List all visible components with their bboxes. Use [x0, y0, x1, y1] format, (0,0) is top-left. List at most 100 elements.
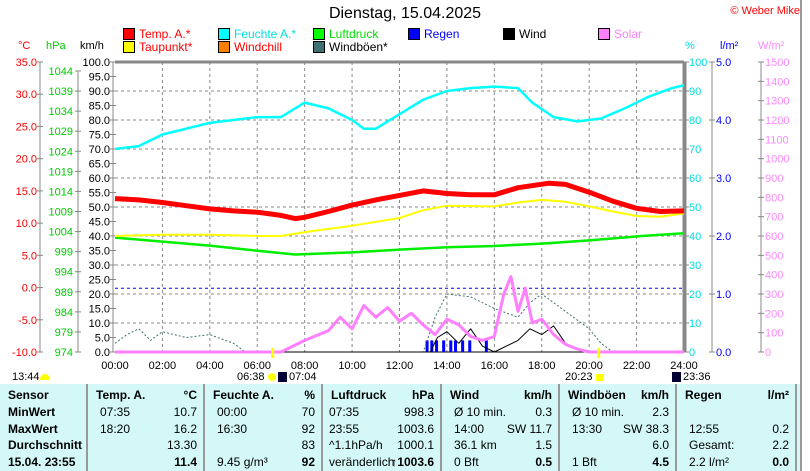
solar-tick-label: 300 — [765, 289, 783, 301]
pressure-tick-label: 1009 — [49, 207, 73, 219]
solar-tick-label: 400 — [765, 270, 783, 282]
rain-bar — [430, 340, 434, 352]
temp-tick-label: 35.0 — [16, 57, 37, 69]
solar-tick-label: 1500 — [765, 57, 789, 69]
rain-tick-label: 4.0 — [716, 115, 731, 127]
rain-bar — [484, 340, 488, 352]
series-feuchte-a- — [114, 83, 685, 151]
legend-label: Windböen* — [329, 40, 388, 54]
legend-item: Temp. A.* — [123, 27, 190, 41]
cell-label: 16:30 — [217, 421, 248, 436]
panel-divider — [800, 0, 810, 471]
moonset-time: 13:44 — [12, 371, 40, 383]
wind-tick-label: 50.0 — [89, 202, 110, 214]
solar-tick-label: 700 — [765, 212, 783, 224]
solar-tick-label: 900 — [765, 173, 783, 185]
cell-value: 92 — [301, 454, 315, 469]
rain-bar — [454, 340, 458, 352]
cell-label: 9.45 g/m³ — [217, 454, 268, 469]
table-column: Luftdruck hPa 07:35 998.3 23:55 1003.6 ^1.1hPa… — [323, 384, 442, 471]
wind-tick-label: 25.0 — [89, 275, 110, 287]
table-column: Feuchte A.% 00:00 70 16:30 92 83 9.45 g/m³ 92 — [205, 384, 323, 471]
column-unit: hPa — [411, 388, 434, 402]
legend-swatch — [123, 28, 135, 40]
temp-tick-label: 0.0 — [22, 283, 37, 295]
wind-tick-label: 0.0 — [95, 347, 110, 359]
wind-tick-label: 40.0 — [89, 231, 110, 243]
cell-value: 6.0 — [652, 438, 669, 452]
pressure-tick-label: 979 — [55, 327, 73, 339]
temp-tick-label: -10.0 — [12, 347, 37, 359]
x-tick-label: 12:00 — [386, 360, 414, 372]
humidity-tick-label: 30 — [689, 260, 701, 272]
chart-svg: 00:00 02:00 04:00 06:00 08:00 10:00 12:00 14:00… — [12, 57, 790, 372]
cell-label: 1 Bft — [572, 454, 597, 469]
legend-label: Regen — [424, 27, 460, 41]
column-unit: °C — [183, 388, 197, 402]
dawn-time: 07:04 — [289, 371, 317, 383]
legend-swatch — [313, 28, 325, 40]
humidity-tick-label: 10 — [689, 318, 701, 330]
wind-tick-label: 35.0 — [89, 246, 110, 258]
moon-event-time: 23:36 — [683, 371, 711, 383]
legend-item: Wind — [503, 27, 546, 41]
legend-label: Feuchte A.* — [234, 27, 297, 41]
legend-swatch — [408, 28, 420, 40]
table-column: Windböen km/h Ø 10 min. 2.3 13:30 SW 38.3 6.0 1… — [560, 384, 677, 471]
temp-tick-label: 20.0 — [16, 154, 37, 166]
cell-label: 18:20 — [100, 421, 131, 436]
legend-swatch — [598, 28, 610, 40]
cell-label: 14:00 — [454, 421, 485, 436]
moon-phase-icon — [672, 372, 681, 382]
rain-bar — [435, 340, 439, 352]
cell-value: 92 — [301, 421, 315, 436]
column-header: Feuchte A. — [213, 388, 274, 402]
cell-value: 0.0 — [772, 454, 789, 469]
column-header: Regen — [685, 388, 722, 402]
rain-tick-label: 2.0 — [716, 231, 731, 243]
pressure-tick-label: 1024 — [49, 146, 73, 158]
solar-tick-label: 200 — [765, 308, 783, 320]
sunrise-marker — [271, 348, 275, 358]
cell-value: 0.5 — [535, 454, 552, 469]
column-header: Luftdruck — [331, 388, 387, 402]
humidity-tick-label: 40 — [689, 231, 701, 243]
legend-swatch — [503, 28, 515, 40]
x-tick-label: 16:00 — [481, 360, 509, 372]
legend-item: Solar — [598, 27, 642, 41]
pressure-tick-label: 989 — [55, 287, 73, 299]
legend-label: Taupunkt* — [139, 40, 193, 54]
pressure-tick-label: 984 — [55, 307, 73, 319]
cell-label: 0 Bft — [454, 454, 479, 469]
x-tick-label: 18:00 — [528, 360, 556, 372]
temp-tick-label: 5.0 — [22, 250, 37, 262]
x-tick-label: 22:00 — [623, 360, 651, 372]
cell-value: 1003.6 — [397, 421, 434, 436]
wind-tick-label: 30.0 — [89, 260, 110, 272]
column-unit: % — [304, 388, 315, 402]
sun-icon — [268, 373, 276, 381]
rain-tick-label: 5.0 — [716, 57, 731, 69]
x-tick-label: 14:00 — [433, 360, 461, 372]
pressure-tick-label: 999 — [55, 247, 73, 259]
rain-bar — [461, 340, 465, 352]
axis-unit: hPa — [46, 40, 66, 52]
cell-label: 23:55 — [329, 421, 360, 436]
humidity-tick-label: 100 — [689, 57, 707, 69]
x-tick-label: 20:00 — [575, 360, 603, 372]
sunset-time: 20:23 — [565, 371, 593, 383]
rain-bar — [468, 340, 472, 352]
wind-tick-label: 5.0 — [95, 333, 110, 345]
wind-tick-label: 100.0 — [82, 57, 110, 69]
pressure-tick-label: 1039 — [49, 86, 73, 98]
cell-label: veränderlich — [329, 454, 395, 469]
rain-tick-label: 1.0 — [716, 289, 731, 301]
wind-tick-label: 15.0 — [89, 304, 110, 316]
wind-tick-label: 20.0 — [89, 289, 110, 301]
wind-tick-label: 95.0 — [89, 72, 110, 84]
copyright: © Weber Mike — [730, 5, 800, 17]
solar-tick-label: 1400 — [765, 76, 789, 88]
cell-value: 0.2 — [772, 421, 789, 436]
cell-label: 07:35 — [100, 405, 131, 419]
